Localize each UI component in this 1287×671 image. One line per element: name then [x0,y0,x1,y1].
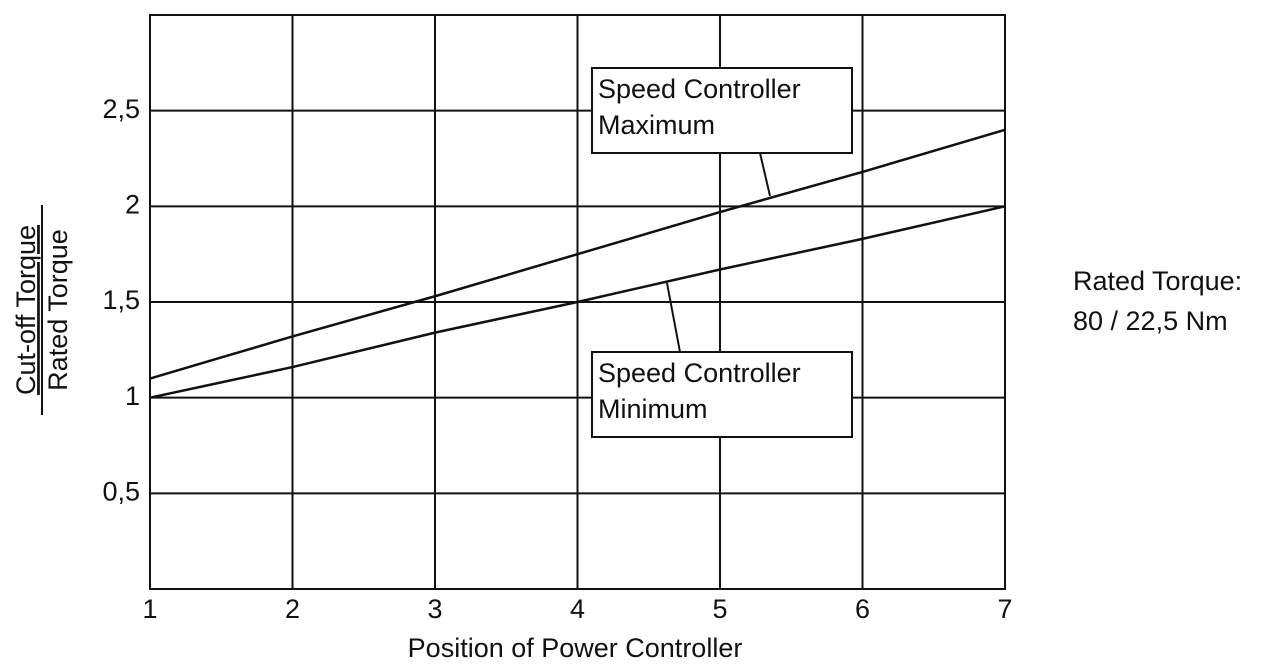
annotation-text: Speed Controller [598,74,801,104]
y-tick-label: 1,5 [102,285,140,315]
leader-line [759,152,771,197]
annotation-box [591,351,853,438]
y-label-denominator: Rated Torque [43,229,73,391]
side-note: 80 / 22,5 Nm [1073,306,1228,336]
x-axis-label: Position of Power Controller [408,633,743,663]
annotation-text: Maximum [598,110,715,140]
annotation-text: Minimum [598,394,708,424]
x-tick-label: 2 [285,594,300,624]
y-tick-label: 0,5 [102,476,140,506]
series-line [149,205,1006,399]
y-tick-label: 1 [125,381,140,411]
x-tick-label: 1 [142,594,157,624]
y-axis-label: Cut-off Torque Rated Torque [11,205,73,415]
annotation-text: Speed Controller [598,358,801,388]
x-tick-label: 6 [855,594,870,624]
x-tick-label: 7 [997,594,1012,624]
annotation-box [591,67,853,154]
leader-line [666,282,681,353]
y-tick-label: 2 [125,189,140,219]
x-tick-label: 3 [427,594,442,624]
series-line [149,128,1006,380]
y-label-numerator: Cut-off Torque [11,225,41,395]
y-tick-label: 2,5 [102,94,140,124]
x-tick-label: 4 [570,594,585,624]
x-tick-label: 5 [712,594,727,624]
side-note: Rated Torque: [1073,266,1242,296]
